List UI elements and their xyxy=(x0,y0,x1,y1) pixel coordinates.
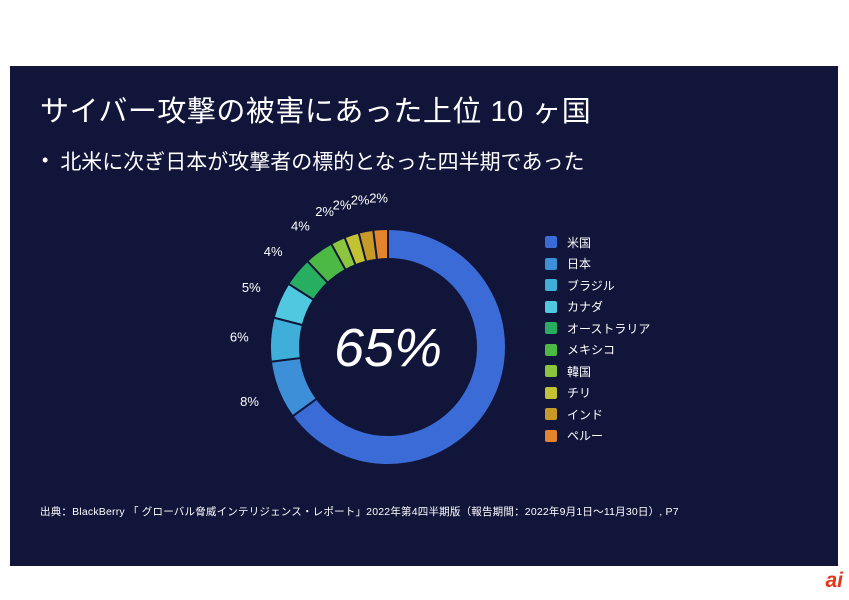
bullet-text: 北米に次ぎ日本が攻撃者の標的となった四半期であった xyxy=(60,151,585,174)
donut-segment xyxy=(344,233,367,265)
legend-swatch xyxy=(545,343,557,356)
slice-percent-label: 4% xyxy=(291,219,310,234)
slide: サイバー攻撃の被害にあった上位 10 ヶ国 • 北米に次ぎ日本が攻撃者の標的とな… xyxy=(10,66,838,566)
legend-item: チリ xyxy=(545,386,650,400)
slice-percent-label: 4% xyxy=(264,244,283,259)
segment-separator xyxy=(343,236,357,266)
segment-separator xyxy=(330,243,347,271)
legend-label: インド xyxy=(567,407,604,422)
legend-label: カナダ xyxy=(567,300,604,314)
legend-label: 韓国 xyxy=(567,364,592,379)
legend-swatch xyxy=(545,365,557,377)
legend-item: ペルー xyxy=(545,429,650,443)
segment-separator xyxy=(287,282,315,301)
legend-label: 米国 xyxy=(567,235,592,250)
legend-swatch xyxy=(545,429,557,442)
legend-item: オーストラリア xyxy=(545,321,651,336)
slice-percent-label: 2% xyxy=(369,190,388,205)
slice-percent-label: 2% xyxy=(333,197,352,212)
donut-segment xyxy=(358,230,378,261)
bullet-row: • 北米に次ぎ日本が攻撃者の標的となった四半期であった xyxy=(42,146,584,176)
legend-item: ブラジル xyxy=(545,278,650,293)
source-citation: 出典：BlackBerry 「 グローバル脅威インテリジェンス・レポート」202… xyxy=(40,506,679,518)
segment-separator xyxy=(273,316,304,327)
slice-percent-label: 5% xyxy=(242,280,261,295)
slice-percent-label: 8% xyxy=(240,394,259,409)
donut-segment xyxy=(293,230,505,464)
legend-label: オーストラリア xyxy=(567,321,651,336)
legend-swatch xyxy=(545,322,557,334)
legend-label: メキシコ xyxy=(567,343,616,357)
legend-label: チリ xyxy=(567,386,592,400)
legend-label: ブラジル xyxy=(567,278,615,293)
chart-legend: 米国日本ブラジルカナダオーストラリア メキシコ韓国チリインドペルー xyxy=(545,236,650,451)
legend-item: インド xyxy=(545,407,650,422)
legend-item: メキシコ xyxy=(545,343,650,357)
legend-item: 日本 xyxy=(545,257,650,271)
legend-swatch xyxy=(545,236,557,248)
donut-segment xyxy=(271,357,317,416)
legend-swatch xyxy=(545,300,557,313)
slice-percent-label: 2% xyxy=(315,204,334,219)
legend-label: ペルー xyxy=(567,429,604,443)
segment-separator xyxy=(306,260,329,284)
legend-swatch xyxy=(545,257,557,270)
donut-segment xyxy=(289,261,328,300)
donut-segment xyxy=(274,284,314,326)
legend-swatch xyxy=(545,386,557,399)
donut-segment xyxy=(271,317,302,362)
site-logo: ai xyxy=(825,569,843,592)
segment-separator xyxy=(372,229,378,260)
donut-segment xyxy=(373,229,389,259)
legend-swatch xyxy=(545,408,557,420)
donut-center-value: 65% xyxy=(334,318,442,378)
legend-swatch xyxy=(545,279,557,291)
slice-percent-label: 6% xyxy=(230,330,249,345)
legend-item: 韓国 xyxy=(545,364,650,379)
legend-item: カナダ xyxy=(545,300,650,314)
slice-percent-label: 2% xyxy=(351,193,370,208)
legend-label: 日本 xyxy=(567,257,592,271)
donut-segment xyxy=(331,238,356,270)
segment-separator xyxy=(291,397,318,418)
donut-chart-svg: 8%6%5%4%4%2%2% 2% 2%65% xyxy=(230,190,505,464)
segment-separator xyxy=(357,232,368,263)
legend-item: 米国 xyxy=(545,235,650,250)
slide-title: サイバー攻撃の被害にあった上位 10 ヶ国 xyxy=(40,96,592,128)
donut-segment xyxy=(307,244,346,283)
donut-chart: 8% 6% 5% 4% 4% 2% 2% 2% 2% 65% xyxy=(165,171,615,531)
bullet-marker: • xyxy=(42,150,49,170)
segment-separator xyxy=(270,357,301,363)
